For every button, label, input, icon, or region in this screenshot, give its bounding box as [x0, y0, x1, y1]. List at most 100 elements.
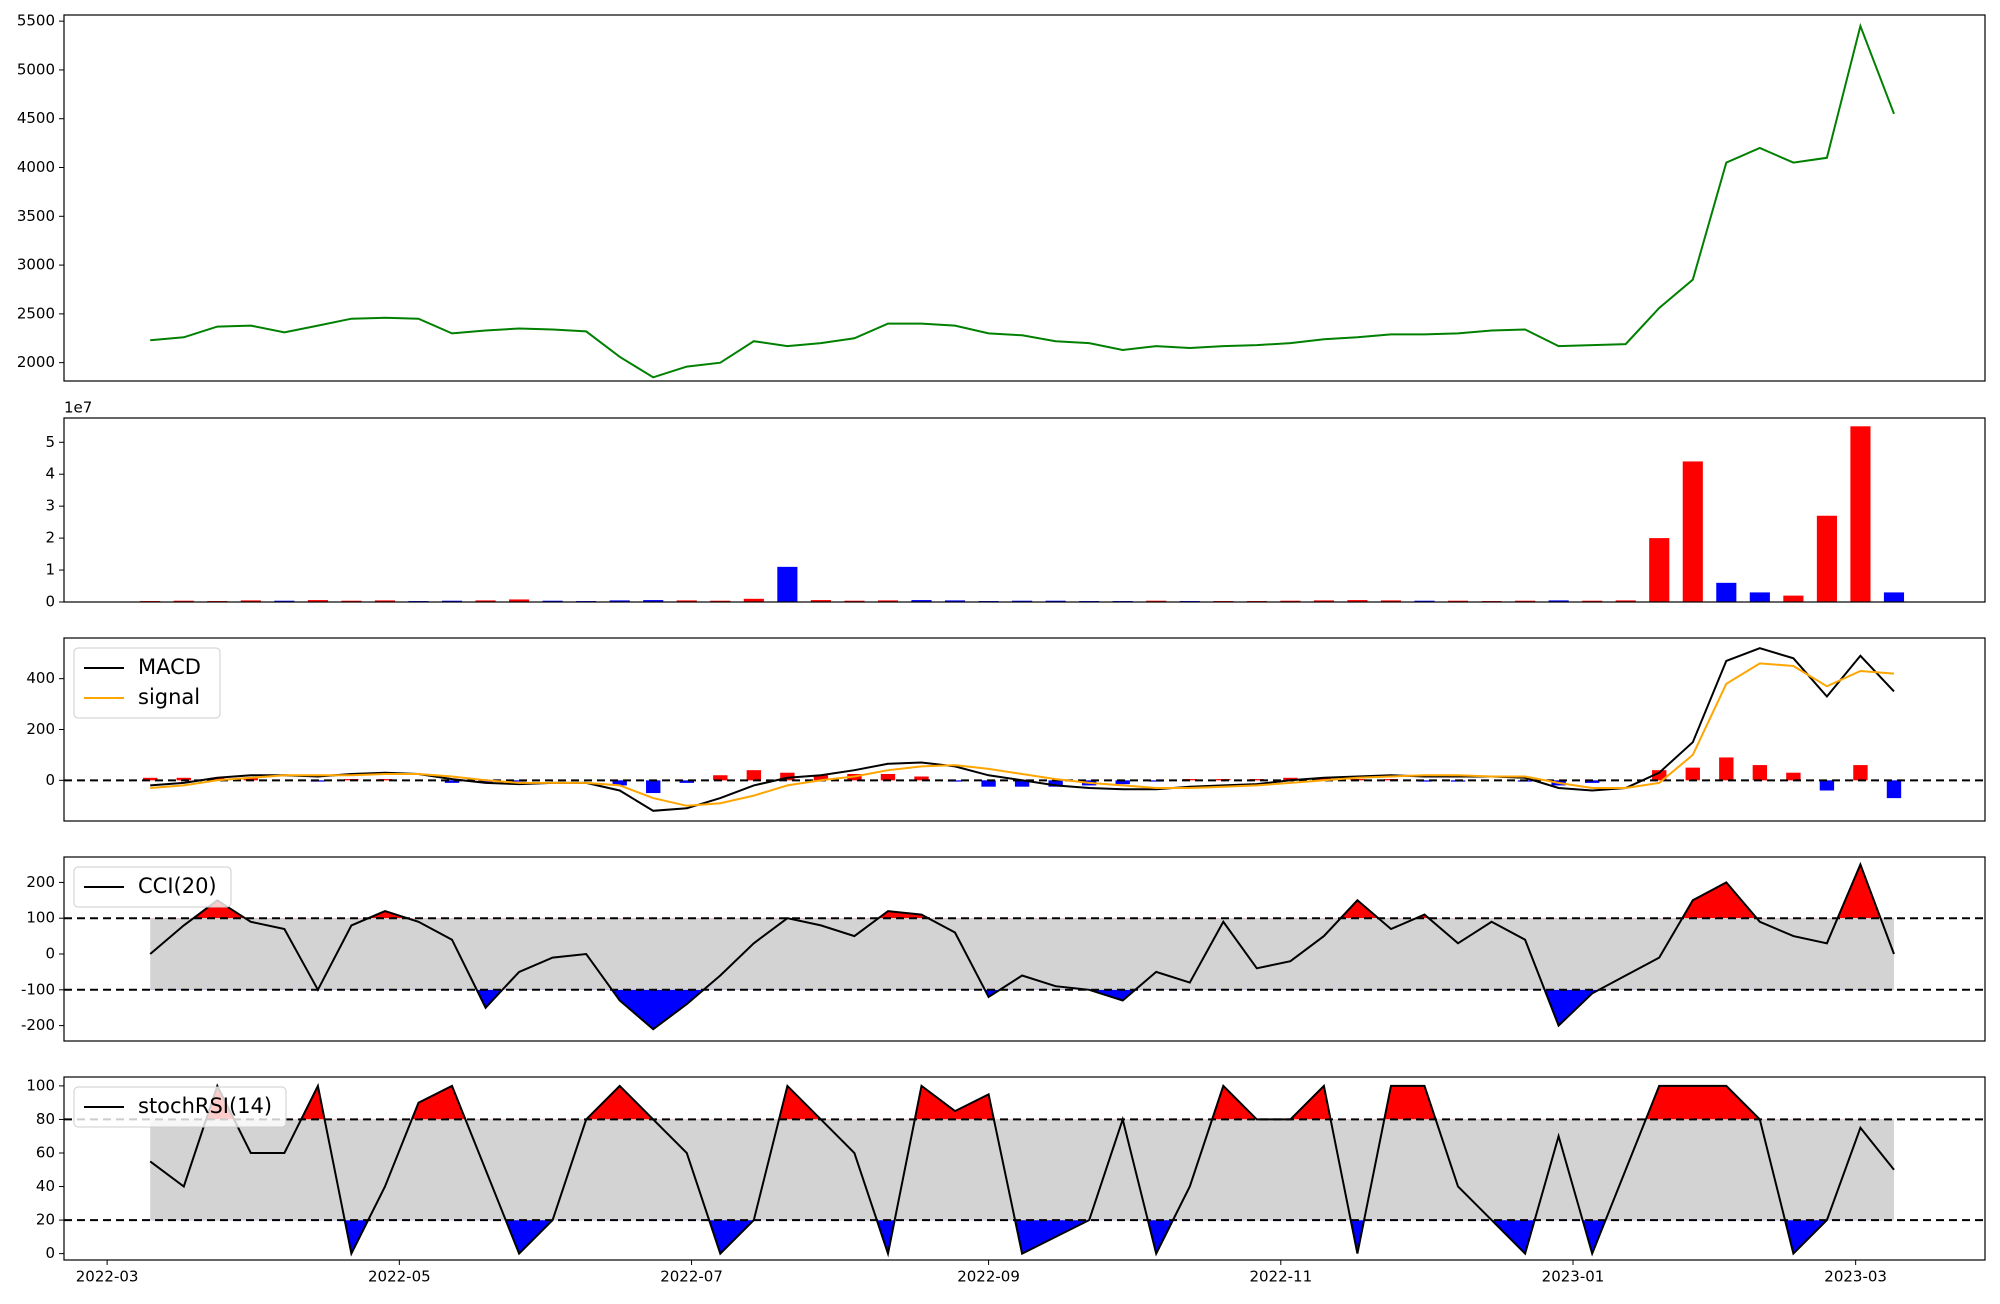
bar: [542, 600, 563, 602]
bar: [441, 600, 463, 602]
legend-label: CCI(20): [138, 874, 217, 898]
histogram-bar: [1048, 780, 1063, 787]
panel: [64, 861, 1985, 1031]
bar: [1716, 582, 1737, 602]
x-tick-label: 2022-11: [1249, 1268, 1312, 1286]
legend-box: [73, 647, 221, 719]
histogram-bar: [1249, 779, 1265, 781]
line: [149, 1082, 1895, 1258]
x-tick-label: 2023-01: [1542, 1268, 1605, 1286]
bar: [777, 566, 798, 602]
x-tick-label: 2023-03: [1824, 1268, 1887, 1286]
legend-box: [73, 1086, 287, 1128]
y-tick-label: 4000: [17, 158, 55, 176]
y-tick-label: 100: [26, 1076, 55, 1094]
bar: [475, 600, 496, 602]
histogram-bar: [1014, 780, 1030, 787]
bar: [1414, 600, 1435, 602]
histogram-bar: [1752, 765, 1768, 781]
band: [150, 1119, 1894, 1221]
bar: [1850, 426, 1871, 602]
histogram-bar: [646, 780, 661, 794]
histogram-bar: [1819, 780, 1835, 791]
histogram-bar: [377, 779, 393, 781]
panel: [150, 22, 1895, 379]
y-tick-label: 2500: [17, 304, 55, 322]
histogram-bar: [1283, 777, 1298, 781]
y-tick-label: 5000: [17, 60, 55, 78]
line: [149, 861, 1895, 1031]
bar: [676, 600, 697, 602]
bar: [307, 600, 328, 602]
histogram-bar: [1316, 777, 1332, 781]
histogram-bar: [914, 776, 929, 781]
bar: [877, 600, 899, 602]
histogram-bar: [444, 780, 460, 783]
histogram-bar: [1652, 770, 1667, 781]
bar: [844, 600, 865, 602]
y-offset-label: 1e7: [64, 399, 92, 417]
y-tick-label: 5: [45, 433, 55, 451]
bar: [1313, 600, 1334, 602]
bar: [240, 600, 261, 602]
y-tick-label: 3500: [17, 207, 55, 225]
y-tick-label: 80: [36, 1110, 55, 1128]
y-tick-label: 40: [36, 1177, 55, 1195]
legend-label: signal: [138, 685, 200, 709]
histogram-bar: [1786, 772, 1801, 781]
line: [150, 662, 1895, 807]
y-tick-label: -200: [21, 1016, 55, 1034]
y-tick-label: 60: [36, 1143, 55, 1161]
bar: [1816, 515, 1837, 602]
histogram-bar: [1886, 780, 1902, 799]
y-tick-label: 0: [45, 1244, 55, 1262]
histogram-bar: [813, 775, 829, 781]
frame: [63, 14, 1986, 382]
bar: [743, 598, 764, 602]
frame: [63, 1076, 1986, 1261]
legend-label: MACD: [138, 655, 201, 679]
bar: [1012, 600, 1033, 602]
histogram-bar: [746, 770, 762, 781]
bar: [1347, 600, 1368, 602]
histogram-bar: [1417, 780, 1432, 782]
frame: [63, 417, 1986, 603]
bar: [1749, 592, 1770, 602]
histogram-bar: [780, 772, 795, 781]
x-tick-label: 2022-09: [957, 1268, 1020, 1286]
histogram-bar: [1719, 757, 1734, 781]
y-tick-label: 3: [45, 497, 55, 515]
histogram-bar: [1115, 780, 1130, 785]
bar: [1447, 600, 1469, 602]
histogram-bar: [1685, 767, 1700, 781]
y-tick-label: 20: [36, 1211, 55, 1229]
y-tick-label: 0: [45, 945, 55, 963]
panel: [64, 1082, 1985, 1258]
y-tick-label: 200: [26, 873, 55, 891]
line: [150, 22, 1895, 379]
frame: [63, 856, 1986, 1042]
bar: [1045, 600, 1066, 602]
x-tick-label: 2022-05: [368, 1268, 431, 1286]
histogram-bar: [880, 773, 896, 781]
y-tick-label: 1: [45, 561, 55, 579]
histogram-bar: [176, 777, 191, 781]
histogram-bar: [1853, 765, 1868, 781]
y-tick-label: 2000: [17, 353, 55, 371]
y-tick-label: 100: [26, 909, 55, 927]
y-tick-label: 0: [45, 771, 55, 789]
histogram-bar: [713, 775, 728, 781]
y-tick-label: -100: [21, 980, 55, 998]
bar: [274, 600, 295, 602]
histogram-bar: [981, 780, 996, 787]
legend-label: stochRSI(14): [138, 1094, 272, 1118]
bar: [911, 600, 932, 602]
fill-above: [150, 864, 1894, 919]
bar: [643, 600, 664, 602]
band: [150, 918, 1894, 990]
bar: [609, 600, 630, 602]
bar: [1883, 592, 1905, 602]
frame: [63, 637, 1986, 822]
y-tick-label: 2: [45, 529, 55, 547]
